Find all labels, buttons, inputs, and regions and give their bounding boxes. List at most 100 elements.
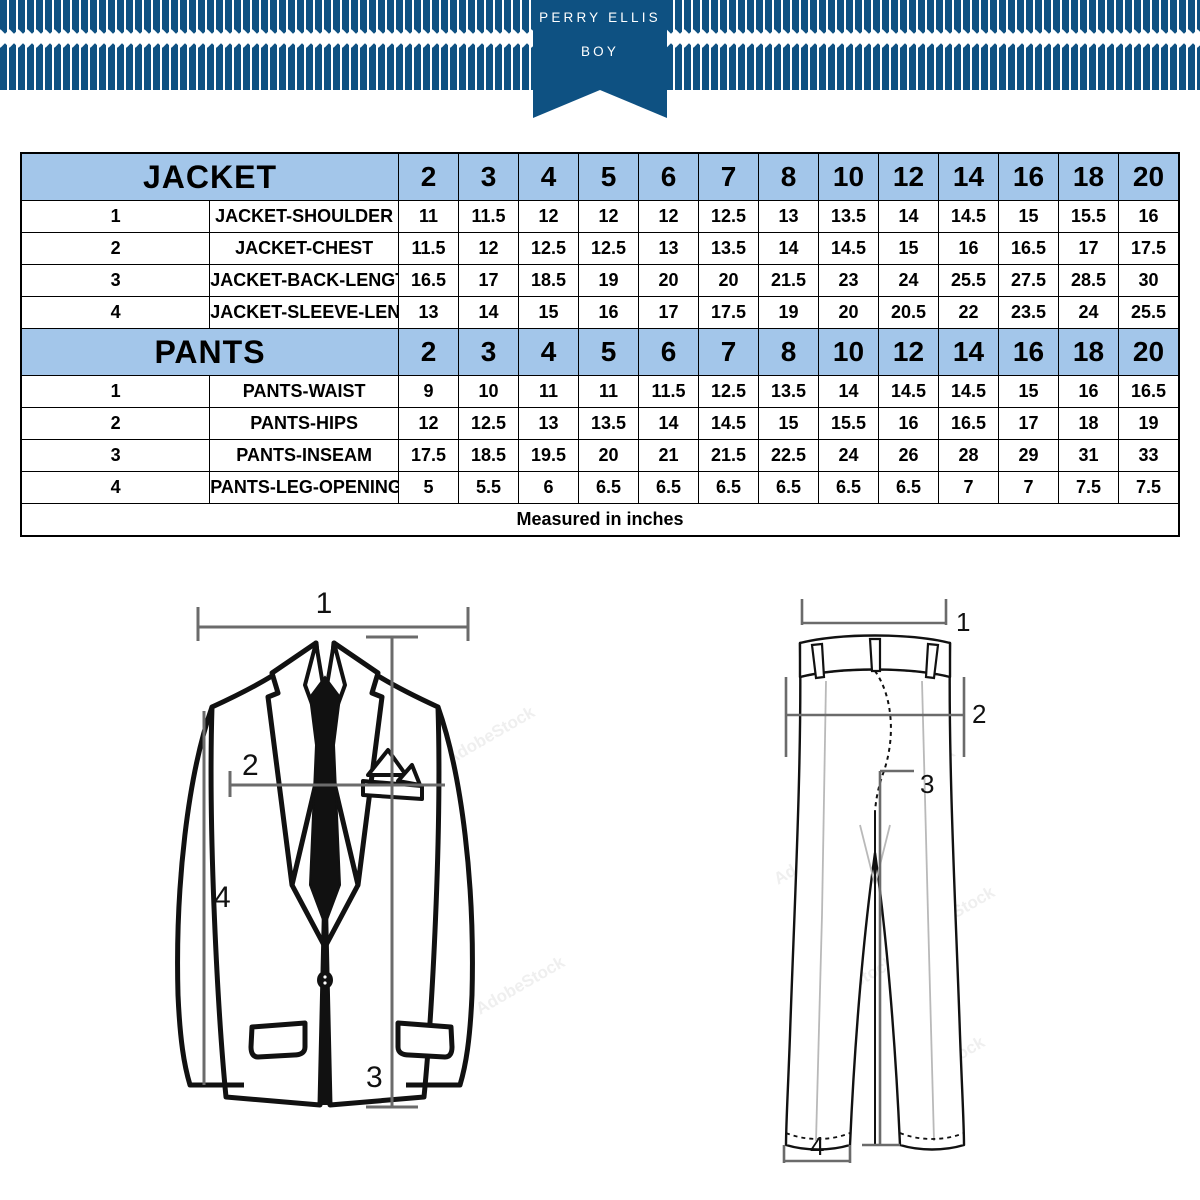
measurement-value: 14 bbox=[638, 407, 699, 440]
measurement-value: 19 bbox=[1118, 407, 1180, 440]
size-header-cell: 14 bbox=[938, 328, 999, 376]
measurement-value: 15 bbox=[998, 375, 1059, 408]
measurement-value: 17 bbox=[998, 407, 1059, 440]
jacket-pocket-right bbox=[395, 1020, 455, 1060]
measurement-value: 28.5 bbox=[1058, 264, 1119, 297]
row-number: 4 bbox=[20, 471, 211, 504]
measurement-value: 22.5 bbox=[758, 439, 819, 472]
measurement-value: 11 bbox=[578, 375, 639, 408]
measurement-value: 12 bbox=[578, 200, 639, 233]
measurement-value: 12 bbox=[458, 232, 519, 265]
measurement-value: 24 bbox=[878, 264, 939, 297]
measurement-value: 6.5 bbox=[638, 471, 699, 504]
measurement-value: 12.5 bbox=[698, 200, 759, 233]
measurement-value: 5 bbox=[398, 471, 459, 504]
size-header-cell: 6 bbox=[638, 328, 699, 376]
measurement-value: 27.5 bbox=[998, 264, 1059, 297]
size-header-cell: 10 bbox=[818, 328, 879, 376]
measurement-value: 20 bbox=[638, 264, 699, 297]
size-header-cell: 14 bbox=[938, 152, 999, 201]
measurement-value: 14.5 bbox=[938, 200, 999, 233]
measurement-label: JACKET-SHOULDER bbox=[209, 200, 399, 233]
measurement-value: 16 bbox=[1058, 375, 1119, 408]
table-row: 4 PANTS-LEG-OPENING 5 5.5 6 6.5 6.5 6.5 6.5 6.5 6.… bbox=[20, 471, 1180, 504]
measurement-value: 30 bbox=[1118, 264, 1180, 297]
measurement-value: 14.5 bbox=[818, 232, 879, 265]
measurement-value: 13 bbox=[398, 296, 459, 329]
measurement-value: 12 bbox=[638, 200, 699, 233]
measurement-value: 16.5 bbox=[398, 264, 459, 297]
brand-header: PERRY ELLIS BOY bbox=[0, 0, 1200, 90]
size-header-cell: 4 bbox=[518, 328, 579, 376]
brand-shield bbox=[533, 0, 667, 90]
measurement-value: 7 bbox=[998, 471, 1059, 504]
measurement-value: 6.5 bbox=[578, 471, 639, 504]
measurement-value: 26 bbox=[878, 439, 939, 472]
jacket-button bbox=[317, 971, 333, 989]
measurement-value: 13 bbox=[758, 200, 819, 233]
measurement-value: 14 bbox=[458, 296, 519, 329]
measurement-unit-note: Measured in inches bbox=[20, 503, 1180, 537]
measurement-value: 16.5 bbox=[938, 407, 999, 440]
garment-illustrations: AdobeStock AdobeStock AdobeStock AdobeSt… bbox=[0, 585, 1200, 1200]
measurement-value: 14 bbox=[818, 375, 879, 408]
jacket-button-hole-1 bbox=[323, 975, 327, 979]
measurement-value: 7.5 bbox=[1118, 471, 1180, 504]
pants-marker-3: 3 bbox=[920, 769, 934, 799]
jacket-pocket-left bbox=[248, 1020, 308, 1060]
size-header-cell: 3 bbox=[458, 152, 519, 201]
measurement-value: 13.5 bbox=[698, 232, 759, 265]
size-header-cell: 7 bbox=[698, 328, 759, 376]
row-number: 4 bbox=[20, 296, 211, 329]
size-header-cell: 20 bbox=[1118, 328, 1180, 376]
measurement-value: 6 bbox=[518, 471, 579, 504]
size-header-cell: 18 bbox=[1058, 328, 1119, 376]
measurement-value: 18 bbox=[1058, 407, 1119, 440]
measurement-value: 15 bbox=[878, 232, 939, 265]
size-chart-table-wrapper: JACKET 2 3 4 5 6 7 8 10 12 14 16 18 20 1 JACKET-SHOULDE… bbox=[20, 152, 1180, 537]
row-number: 1 bbox=[20, 200, 211, 233]
measurement-value: 29 bbox=[998, 439, 1059, 472]
measurement-value: 13 bbox=[638, 232, 699, 265]
measurement-value: 15 bbox=[518, 296, 579, 329]
measurement-label: PANTS-INSEAM bbox=[209, 439, 399, 472]
measurement-value: 14.5 bbox=[698, 407, 759, 440]
measurement-value: 22 bbox=[938, 296, 999, 329]
measurement-value: 20.5 bbox=[878, 296, 939, 329]
row-number: 2 bbox=[20, 407, 211, 440]
measurement-value: 12.5 bbox=[578, 232, 639, 265]
measurement-value: 12.5 bbox=[518, 232, 579, 265]
measurement-value: 13.5 bbox=[578, 407, 639, 440]
measurement-value: 13.5 bbox=[818, 200, 879, 233]
pants-cuff-right bbox=[899, 1132, 965, 1140]
measurement-value: 6.5 bbox=[878, 471, 939, 504]
measurement-value: 16 bbox=[878, 407, 939, 440]
measurement-value: 21.5 bbox=[698, 439, 759, 472]
measurement-value: 13 bbox=[518, 407, 579, 440]
measurement-value: 11.5 bbox=[398, 232, 459, 265]
size-header-cell: 10 bbox=[818, 152, 879, 201]
measurement-value: 21.5 bbox=[758, 264, 819, 297]
measurement-value: 17.5 bbox=[698, 296, 759, 329]
measurement-value: 15 bbox=[758, 407, 819, 440]
jacket-measure-labels: 1 2 3 4 bbox=[214, 587, 383, 1094]
measurement-value: 19.5 bbox=[518, 439, 579, 472]
table-row: 2 PANTS-HIPS 12 12.5 13 13.5 14 14.5 15 15.5 16 16.… bbox=[20, 407, 1180, 440]
measurement-value: 10 bbox=[458, 375, 519, 408]
table-row: 1 JACKET-SHOULDER 11 11.5 12 12 12 12.5 13 13.5 14… bbox=[20, 200, 1180, 233]
measurement-value: 25.5 bbox=[938, 264, 999, 297]
size-header-cell: 7 bbox=[698, 152, 759, 201]
row-number: 3 bbox=[20, 264, 211, 297]
row-number: 2 bbox=[20, 232, 211, 265]
measurement-value: 17.5 bbox=[398, 439, 459, 472]
row-number: 1 bbox=[20, 375, 211, 408]
measurement-value: 12 bbox=[518, 200, 579, 233]
measurement-value: 16 bbox=[1118, 200, 1180, 233]
size-header-cell: 6 bbox=[638, 152, 699, 201]
jacket-marker-1: 1 bbox=[316, 587, 333, 620]
measurement-value: 14.5 bbox=[878, 375, 939, 408]
measurement-label: JACKET-SLEEVE-LENGTH bbox=[209, 296, 399, 329]
size-header-cell: 8 bbox=[758, 328, 819, 376]
measurement-value: 15.5 bbox=[1058, 200, 1119, 233]
measurement-value: 20 bbox=[818, 296, 879, 329]
